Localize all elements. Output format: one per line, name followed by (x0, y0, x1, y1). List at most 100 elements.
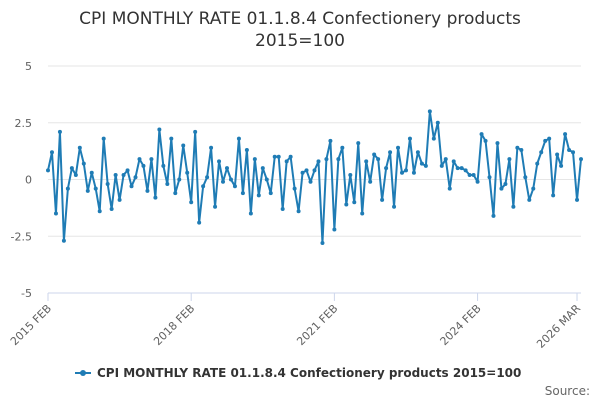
data-point[interactable] (85, 188, 90, 193)
data-point[interactable] (515, 145, 520, 150)
data-point[interactable] (213, 204, 218, 209)
data-point[interactable] (201, 184, 206, 189)
data-point[interactable] (324, 157, 329, 162)
data-point[interactable] (101, 136, 106, 141)
data-point[interactable] (316, 159, 321, 164)
data-point[interactable] (571, 150, 576, 155)
data-point[interactable] (503, 182, 508, 187)
data-point[interactable] (153, 195, 158, 200)
data-point[interactable] (563, 132, 568, 137)
data-point[interactable] (169, 136, 174, 141)
data-point[interactable] (149, 157, 154, 162)
data-point[interactable] (360, 211, 365, 216)
data-point[interactable] (121, 172, 126, 177)
data-point[interactable] (495, 141, 500, 146)
data-point[interactable] (209, 145, 214, 150)
data-point[interactable] (535, 161, 540, 166)
data-point[interactable] (276, 154, 281, 159)
data-point[interactable] (459, 166, 464, 171)
data-point[interactable] (443, 157, 448, 162)
data-point[interactable] (77, 145, 82, 150)
data-point[interactable] (419, 161, 424, 166)
data-point[interactable] (332, 227, 337, 232)
series-line[interactable] (47, 110, 582, 245)
data-point[interactable] (49, 150, 54, 155)
data-point[interactable] (475, 179, 480, 184)
data-point[interactable] (447, 186, 452, 191)
data-point[interactable] (272, 154, 277, 159)
data-point[interactable] (396, 145, 401, 150)
data-point[interactable] (451, 159, 456, 164)
data-point[interactable] (328, 138, 333, 143)
data-point[interactable] (439, 163, 444, 168)
data-point[interactable] (567, 147, 572, 152)
data-point[interactable] (435, 120, 440, 125)
data-point[interactable] (479, 132, 484, 137)
credits-source[interactable]: Source: (545, 384, 590, 398)
data-point[interactable] (392, 204, 397, 209)
data-point[interactable] (312, 168, 317, 173)
data-point[interactable] (308, 179, 313, 184)
data-point[interactable] (177, 177, 182, 182)
data-point[interactable] (141, 163, 146, 168)
data-point[interactable] (224, 166, 229, 171)
data-point[interactable] (427, 109, 432, 114)
data-point[interactable] (415, 150, 420, 155)
data-point[interactable] (539, 150, 544, 155)
data-point[interactable] (296, 209, 301, 214)
data-point[interactable] (423, 163, 428, 168)
data-point[interactable] (507, 157, 512, 162)
data-point[interactable] (252, 157, 257, 162)
data-point[interactable] (65, 186, 70, 191)
data-point[interactable] (431, 136, 436, 141)
data-point[interactable] (352, 200, 357, 205)
data-point[interactable] (304, 168, 309, 173)
data-point[interactable] (411, 170, 416, 175)
data-point[interactable] (336, 157, 341, 162)
data-point[interactable] (288, 154, 293, 159)
data-point[interactable] (519, 147, 524, 152)
data-point[interactable] (356, 141, 361, 146)
data-point[interactable] (555, 152, 560, 157)
data-point[interactable] (300, 170, 305, 175)
data-point[interactable] (53, 211, 58, 216)
data-point[interactable] (173, 191, 178, 196)
data-point[interactable] (463, 168, 468, 173)
data-point[interactable] (499, 186, 504, 191)
data-point[interactable] (109, 207, 114, 212)
data-point[interactable] (113, 172, 118, 177)
data-point[interactable] (280, 207, 285, 212)
data-point[interactable] (61, 238, 66, 243)
data-point[interactable] (73, 172, 78, 177)
data-point[interactable] (376, 157, 381, 162)
data-point[interactable] (205, 175, 210, 180)
data-point[interactable] (69, 166, 74, 171)
data-point[interactable] (467, 172, 472, 177)
data-point[interactable] (232, 184, 237, 189)
legend-item[interactable]: CPI MONTHLY RATE 01.1.8.4 Confectionery … (75, 366, 521, 380)
data-point[interactable] (93, 186, 98, 191)
data-point[interactable] (575, 197, 580, 202)
data-point[interactable] (248, 211, 253, 216)
data-point[interactable] (543, 138, 548, 143)
data-point[interactable] (133, 175, 138, 180)
data-point[interactable] (81, 161, 86, 166)
data-point[interactable] (380, 197, 385, 202)
data-point[interactable] (217, 159, 222, 164)
data-point[interactable] (185, 170, 190, 175)
data-point[interactable] (511, 204, 516, 209)
data-point[interactable] (129, 184, 134, 189)
data-point[interactable] (320, 241, 325, 246)
data-point[interactable] (368, 179, 373, 184)
data-point[interactable] (193, 129, 198, 134)
data-point[interactable] (547, 136, 552, 141)
data-point[interactable] (105, 182, 110, 187)
data-point[interactable] (403, 168, 408, 173)
data-point[interactable] (161, 163, 166, 168)
data-point[interactable] (483, 138, 488, 143)
data-point[interactable] (181, 143, 186, 148)
data-point[interactable] (400, 170, 405, 175)
data-point[interactable] (384, 166, 389, 171)
data-point[interactable] (407, 136, 412, 141)
data-point[interactable] (579, 157, 583, 162)
